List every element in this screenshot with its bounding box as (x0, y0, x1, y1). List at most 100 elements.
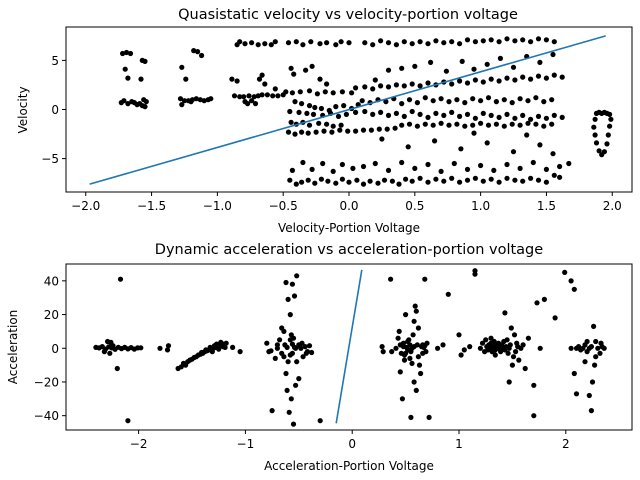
velocity-data-point (557, 174, 563, 180)
velocity-data-point (566, 160, 572, 167)
acceleration-data-point (279, 350, 285, 356)
velocity-data-point (412, 165, 418, 171)
acceleration-y-axis-label: Acceleration (6, 310, 20, 385)
acceleration-data-point (467, 344, 473, 350)
velocity-data-point (143, 99, 149, 105)
velocity-data-point (433, 110, 439, 116)
velocity-data-point (497, 55, 503, 62)
acceleration-data-point (409, 360, 415, 366)
acceleration-data-point (125, 418, 131, 424)
acceleration-data-point (511, 332, 518, 338)
velocity-data-point (525, 120, 531, 126)
velocity-data-point (317, 76, 323, 82)
velocity-data-point (520, 74, 526, 80)
velocity-data-point (608, 116, 614, 122)
velocity-data-point (320, 160, 326, 167)
velocity-data-point (385, 67, 392, 73)
velocity-data-point (291, 71, 297, 77)
acceleration-data-point (492, 352, 498, 358)
velocity-data-point (433, 176, 439, 182)
velocity-data-point (543, 115, 550, 121)
velocity-data-point (504, 75, 510, 81)
velocity-data-point (287, 108, 293, 115)
acceleration-data-point (237, 349, 243, 355)
velocity-data-point (433, 38, 439, 44)
velocity-data-point (462, 100, 468, 106)
acceleration-data-point (214, 341, 220, 347)
acceleration-data-point (589, 379, 596, 385)
acceleration-data-point (216, 346, 222, 352)
acceleration-y-tick-label: 0 (51, 342, 59, 356)
acceleration-data-point (285, 296, 291, 302)
velocity-data-point (330, 168, 336, 174)
velocity-data-point (551, 39, 557, 45)
velocity-data-point (339, 176, 345, 182)
acceleration-data-point (506, 379, 512, 385)
acceleration-data-point (393, 345, 399, 351)
acceleration-data-point (230, 344, 236, 350)
velocity-data-point (299, 129, 305, 135)
acceleration-data-point (380, 349, 386, 355)
velocity-data-point (385, 84, 392, 90)
acceleration-data-point (420, 342, 426, 348)
velocity-data-point (293, 181, 299, 187)
velocity-data-point (288, 119, 294, 125)
velocity-data-point (125, 75, 131, 81)
acceleration-data-point (531, 382, 537, 388)
velocity-data-point (299, 101, 305, 107)
velocity-data-point (283, 89, 289, 95)
acceleration-data-point (286, 409, 292, 415)
acceleration-y-tick-label: 40 (44, 274, 59, 288)
velocity-data-point (362, 84, 368, 90)
velocity-data-point (493, 121, 499, 127)
velocity-data-point (399, 159, 405, 166)
velocity-data-point (551, 112, 557, 118)
velocity-data-point (249, 40, 255, 46)
velocity-data-point (601, 149, 608, 155)
velocity-data-point (512, 38, 518, 44)
velocity-data-point (403, 176, 409, 182)
velocity-data-point (255, 42, 261, 48)
velocity-data-point (353, 85, 359, 91)
acceleration-data-point (289, 341, 295, 347)
velocity-data-point (459, 58, 465, 64)
velocity-data-point (252, 101, 259, 107)
velocity-data-point (314, 91, 320, 97)
acceleration-data-point (274, 342, 280, 348)
acceleration-data-point (287, 312, 293, 318)
velocity-data-point (485, 122, 492, 128)
acceleration-data-point (598, 340, 604, 346)
velocity-data-point (309, 166, 315, 172)
velocity-x-tick-label: −1.0 (203, 199, 232, 213)
velocity-data-point (543, 166, 550, 172)
velocity-data-point (272, 86, 278, 92)
acceleration-data-point (418, 370, 424, 377)
velocity-data-point (409, 81, 415, 87)
velocity-x-axis-label: Velocity-Portion Voltage (278, 221, 420, 235)
acceleration-data-point (138, 345, 144, 351)
velocity-data-point (360, 163, 367, 170)
velocity-data-point (399, 65, 405, 71)
velocity-data-point (478, 120, 484, 126)
velocity-data-point (313, 129, 319, 135)
velocity-data-point (517, 96, 523, 102)
acceleration-data-point (411, 379, 417, 385)
velocity-data-point (300, 159, 306, 166)
acceleration-data-point (505, 350, 511, 356)
velocity-data-point (478, 162, 484, 169)
velocity-data-point (338, 39, 344, 45)
velocity-data-point (346, 40, 352, 46)
velocity-data-point (510, 149, 517, 155)
velocity-data-point (270, 93, 276, 99)
acceleration-data-point (413, 387, 419, 393)
velocity-data-point (428, 59, 434, 65)
velocity-data-point (412, 63, 418, 69)
velocity-data-point (557, 163, 563, 170)
velocity-data-point (268, 42, 274, 48)
velocity-data-point (504, 161, 510, 168)
velocity-marks (89, 35, 614, 187)
acceleration-data-point (407, 355, 413, 361)
velocity-data-point (504, 111, 510, 117)
velocity-data-point (406, 97, 413, 103)
